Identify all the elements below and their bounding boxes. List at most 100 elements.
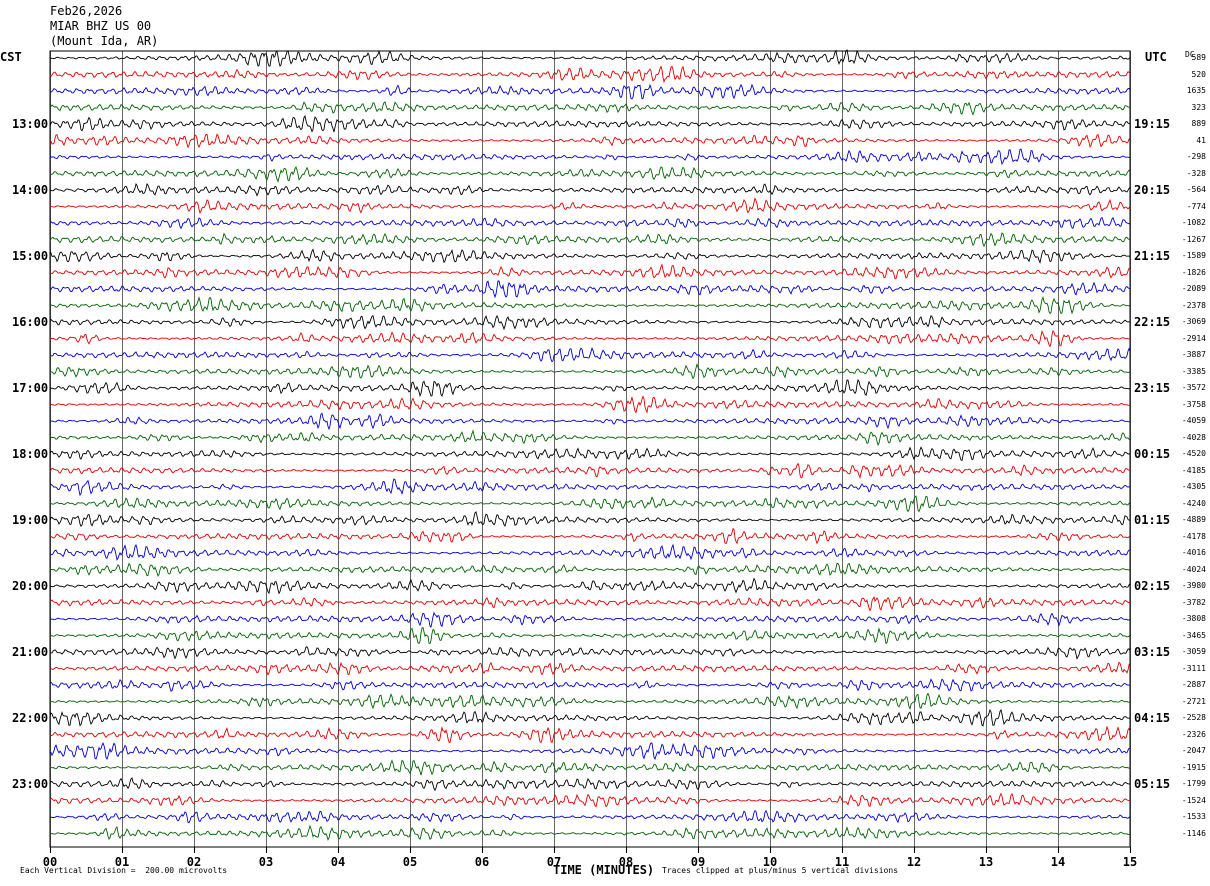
seismic-trace — [49, 708, 1131, 727]
dc-offset-label: -2721 — [1181, 696, 1206, 706]
seismic-trace — [49, 280, 1131, 299]
seismic-trace — [49, 759, 1131, 776]
seismic-trace — [49, 378, 1131, 398]
seismic-trace — [49, 527, 1131, 545]
dc-offset-label: 41 — [1196, 135, 1206, 145]
dc-offset-label: -1082 — [1181, 218, 1206, 227]
plot-frame — [49, 50, 1131, 848]
cst-hour-label: 15:00 — [12, 249, 49, 263]
cst-hour-label: 14:00 — [12, 183, 49, 197]
dc-offset-label: -1915 — [1181, 762, 1206, 772]
seismic-trace — [49, 295, 1131, 315]
seismic-trace — [49, 577, 1131, 595]
seismic-trace — [49, 543, 1131, 561]
seismic-trace — [49, 133, 1131, 149]
seismic-trace — [49, 347, 1131, 363]
utc-hour-label: 03:15 — [1134, 645, 1171, 659]
dc-offset-label: -2528 — [1181, 713, 1206, 722]
utc-hour-label: 20:15 — [1134, 183, 1171, 197]
dc-offset-label: 1635 — [1186, 86, 1206, 95]
seismic-trace — [49, 216, 1131, 230]
x-tick-label: 00 — [42, 855, 58, 869]
seismic-trace — [49, 446, 1131, 462]
seismic-trace — [49, 183, 1131, 197]
dc-offset-label: -1799 — [1181, 779, 1206, 788]
x-tick-label: 04 — [330, 855, 346, 869]
dc-offset-label: -4889 — [1181, 515, 1206, 524]
x-tick-label: 15 — [1122, 855, 1138, 869]
seismic-trace — [49, 248, 1131, 265]
dc-offset-label: -4059 — [1181, 416, 1206, 425]
utc-hour-label: 23:15 — [1134, 381, 1171, 395]
seismic-trace — [49, 314, 1131, 331]
cst-axis-title: CST — [0, 50, 22, 64]
seismic-trace — [49, 197, 1131, 215]
utc-axis-title: UTC — [1145, 50, 1167, 64]
dc-offset-label: -298 — [1186, 152, 1206, 161]
station-location: (Mount Ida, AR) — [50, 34, 159, 48]
dc-offset-label: -3758 — [1181, 399, 1206, 409]
x-tick-label: 02 — [186, 855, 202, 869]
dc-offset-label: -2914 — [1181, 333, 1206, 343]
x-tick-label: 13 — [978, 855, 994, 869]
seismic-trace — [49, 232, 1131, 248]
cst-hour-label: 21:00 — [12, 645, 49, 659]
x-tick-label: 14 — [1050, 855, 1066, 869]
dc-offset-label: -4016 — [1181, 548, 1206, 557]
seismic-trace — [49, 49, 1131, 67]
seismic-trace — [49, 611, 1131, 628]
dc-offset-label: -3572 — [1181, 383, 1206, 392]
x-tick-label: 03 — [258, 855, 274, 869]
seismic-trace — [49, 742, 1131, 761]
seismic-trace — [49, 678, 1131, 692]
cst-hour-label: 13:00 — [12, 117, 49, 131]
seismic-trace — [49, 562, 1131, 577]
dc-offset-label: -3782 — [1181, 597, 1206, 607]
seismic-trace — [49, 478, 1131, 497]
dc-offset-label: -1146 — [1181, 828, 1206, 838]
dc-offset-label: -328 — [1186, 168, 1206, 178]
dc-offset-label: -564 — [1186, 185, 1206, 194]
dc-offset-label: -3980 — [1181, 581, 1206, 590]
dc-offset-label: 323 — [1191, 102, 1206, 112]
dc-offset-label: -1826 — [1181, 267, 1206, 277]
seismic-trace — [49, 329, 1131, 348]
dc-offset-label: -3465 — [1181, 630, 1206, 640]
utc-hour-label: 22:15 — [1134, 315, 1171, 329]
seismic-trace — [49, 395, 1131, 414]
dc-offset-label: -4520 — [1181, 449, 1206, 458]
seismic-trace — [49, 661, 1131, 676]
dc-offset-label: -4178 — [1181, 531, 1206, 541]
station-code: MIAR BHZ US 00 — [50, 19, 152, 33]
dc-offset-label: -3887 — [1181, 350, 1206, 359]
dc-offset-label: -3059 — [1181, 647, 1206, 656]
dc-offset-label: 889 — [1191, 119, 1206, 128]
dc-label: DC — [1185, 50, 1195, 59]
cst-hour-label: 20:00 — [12, 579, 49, 593]
x-tick-label: 09 — [690, 855, 706, 869]
seismic-trace — [49, 777, 1130, 792]
utc-hour-label: 21:15 — [1134, 249, 1171, 263]
cst-hour-label: 18:00 — [12, 447, 49, 461]
dc-offset-label: 589 — [1191, 53, 1206, 62]
seismic-trace — [49, 646, 1131, 660]
seismic-trace — [49, 114, 1131, 133]
seismic-trace — [49, 166, 1131, 183]
dc-offset-label: -4185 — [1181, 465, 1206, 475]
dc-offset-label: -4240 — [1181, 498, 1206, 508]
seismic-trace — [49, 809, 1131, 824]
utc-hour-label: 01:15 — [1134, 513, 1171, 527]
dc-offset-label: -1524 — [1181, 795, 1206, 805]
x-tick-label: 08 — [618, 855, 634, 869]
seismic-trace — [49, 362, 1131, 380]
dc-offset-label: -2047 — [1181, 746, 1206, 755]
utc-hour-label: 04:15 — [1134, 711, 1171, 725]
dc-offset-label: -774 — [1186, 201, 1206, 211]
seismic-trace — [49, 692, 1131, 710]
utc-hour-label: 00:15 — [1134, 447, 1171, 461]
x-tick-label: 07 — [546, 855, 562, 869]
seismic-trace — [49, 101, 1131, 116]
seismic-trace — [49, 792, 1131, 808]
x-axis-label: TIME (MINUTES) — [553, 863, 655, 877]
